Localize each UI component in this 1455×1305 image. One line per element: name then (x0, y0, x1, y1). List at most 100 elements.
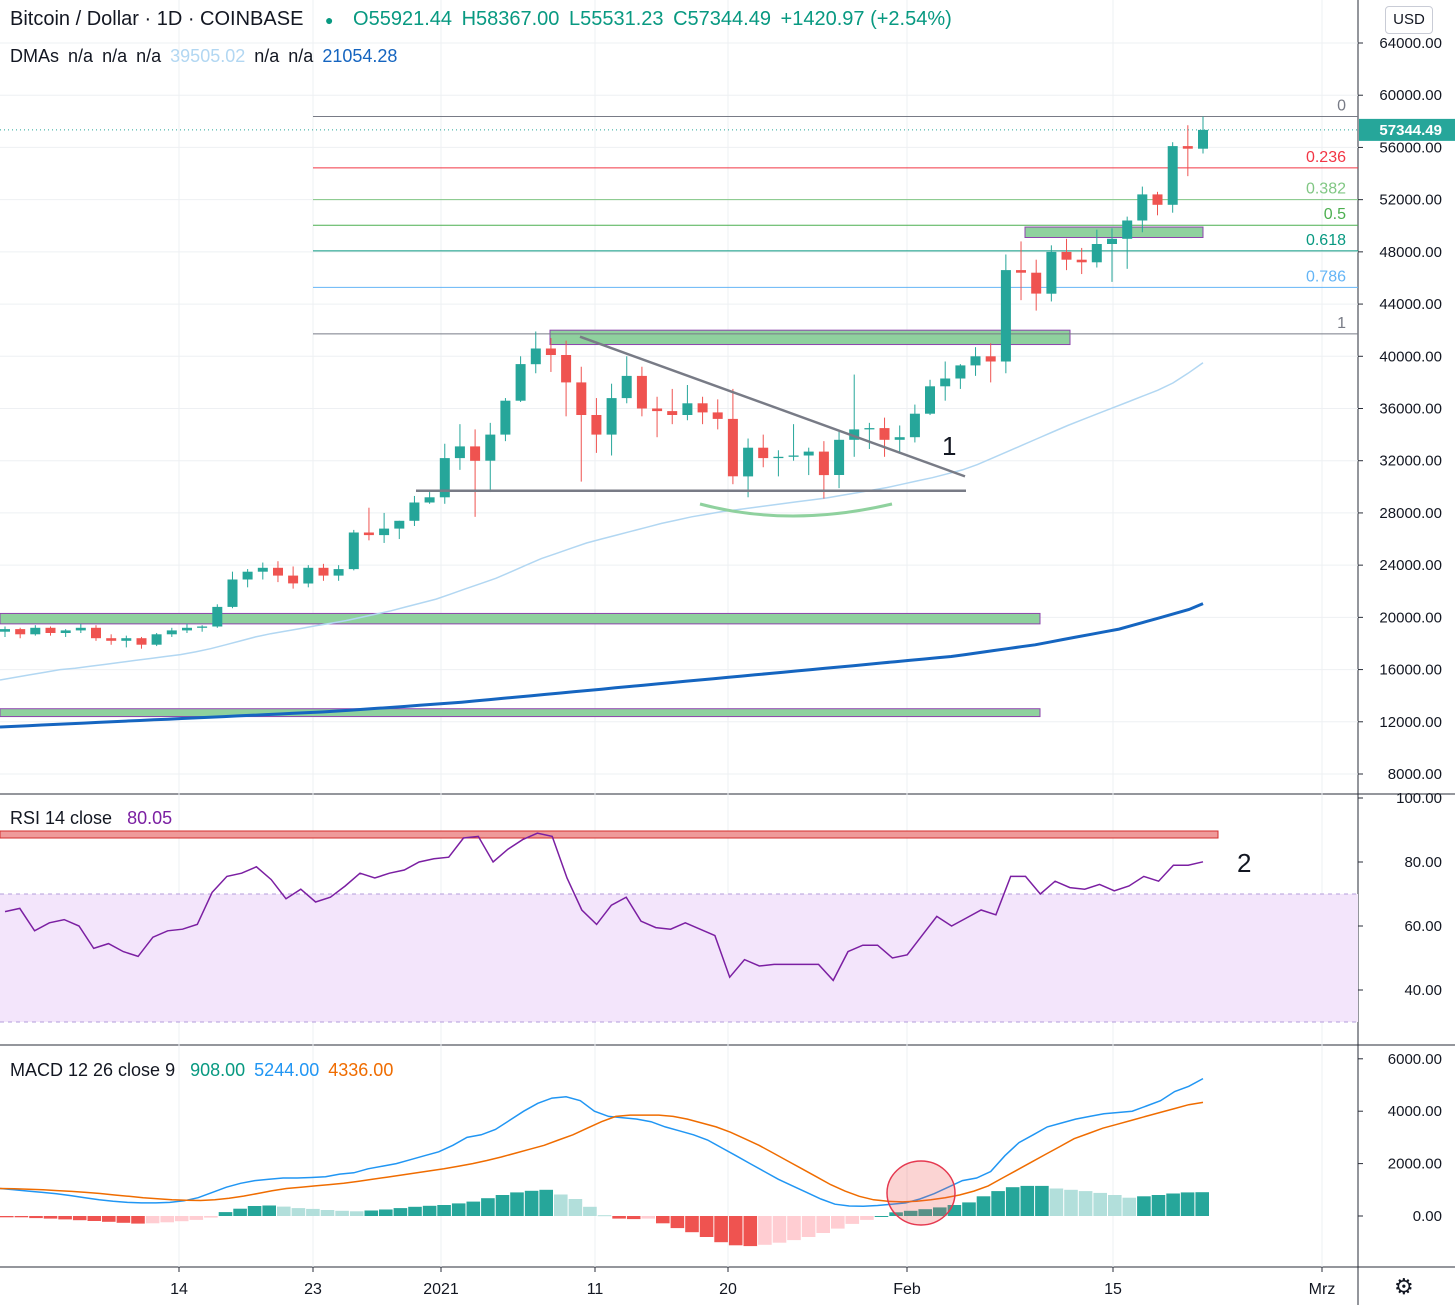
macd-histogram-bar (408, 1206, 422, 1216)
macd-histogram-bar (1137, 1196, 1151, 1216)
price-tick-label: 52000.00 (1379, 192, 1442, 209)
candle-body (439, 458, 450, 498)
macd-histogram-bar (1064, 1189, 1078, 1216)
candle-body (576, 382, 587, 415)
macd-histogram-bar (1122, 1197, 1137, 1216)
candle-body (91, 627, 101, 639)
last-price-tag (1359, 118, 1455, 141)
macd-histogram-bar (0, 1216, 14, 1218)
macd-histogram-bar (1166, 1193, 1180, 1216)
macd-histogram-bar (918, 1209, 932, 1216)
macd-histogram-bar (845, 1216, 860, 1224)
rounded-bottom-arc (699, 502, 893, 518)
candle-body (424, 497, 435, 503)
macd-histogram-bar (1108, 1195, 1122, 1216)
macd-histogram-bar (597, 1215, 612, 1217)
ohlc-close: C57344.49 (673, 8, 771, 30)
support-zone (549, 329, 1071, 346)
candle-body (318, 567, 329, 576)
candle-body (545, 348, 556, 355)
macd-signal-value: 4336.00 (328, 1060, 394, 1080)
macd-histogram-bar (393, 1208, 408, 1216)
macd-histogram-bar (991, 1191, 1005, 1216)
rsi-title: RSI 14 close (10, 808, 113, 828)
macd-histogram-bar (218, 1212, 233, 1216)
candle-body (758, 447, 769, 459)
trendline-drawings[interactable] (416, 335, 966, 518)
candle-body (1152, 194, 1163, 205)
candle-body (621, 375, 632, 399)
macd-histogram-bar (306, 1208, 320, 1216)
candle-body (667, 411, 678, 415)
symbol-title[interactable]: Bitcoin / Dollar · 1D · COINBASE (10, 8, 304, 30)
macd-title: MACD 12 26 close 9 (10, 1060, 176, 1080)
candle-body (682, 403, 693, 415)
time-axis[interactable]: 14 23 2021 11 20 Feb 15 Mrz (170, 1267, 1335, 1298)
macd-histogram-bar (277, 1206, 291, 1216)
price-tick-label: 36000.00 (1379, 401, 1442, 418)
candle-body (773, 456, 784, 459)
candle-body (45, 627, 56, 633)
macd-histogram-bar (495, 1195, 510, 1216)
macd-histogram-bar (772, 1216, 787, 1243)
macd-histogram-bar (976, 1196, 991, 1216)
macd-histogram-bar (422, 1205, 437, 1216)
indicator-backgrounds (0, 830, 1358, 1023)
macd-histogram-bar (364, 1210, 379, 1216)
price-tick-label: 28000.00 (1379, 505, 1442, 522)
crossover-highlight (886, 1160, 956, 1226)
macd-histogram-bar (29, 1216, 43, 1219)
candle-body (743, 447, 754, 477)
macd-histogram-bar (714, 1216, 728, 1243)
macd-histogram-bar (539, 1189, 553, 1216)
macd-histogram-bar (758, 1216, 772, 1245)
dma-50-line (0, 362, 1204, 681)
macd-histogram-bar (335, 1210, 349, 1216)
candle-body (803, 451, 814, 456)
rsi-legend[interactable]: RSI 14 close 80.05 (10, 808, 176, 829)
candle-body (1198, 129, 1208, 149)
currency-button[interactable]: USD (1385, 6, 1433, 34)
macd-tick-label: 6000.00 (1388, 1051, 1442, 1068)
annotations: 12 (942, 431, 1251, 878)
macd-histogram-bar (189, 1216, 204, 1220)
candle-body (727, 418, 738, 477)
candle-body (454, 446, 465, 459)
candle-body (363, 532, 374, 536)
candle-body (970, 356, 981, 366)
macd-histogram-bar (160, 1216, 174, 1223)
gear-icon[interactable]: ⚙ (1394, 1274, 1414, 1299)
macd-histogram-bar (510, 1192, 524, 1216)
candle-body (409, 502, 420, 521)
macd-legend[interactable]: MACD 12 26 close 9 908.00 5244.00 4336.0… (10, 1060, 397, 1081)
candle-body (1091, 244, 1102, 263)
time-tick-label: Feb (893, 1281, 921, 1298)
macd-histogram-bar (87, 1216, 102, 1221)
candle-body (333, 569, 344, 576)
rsi-tick-label: 40.00 (1404, 982, 1442, 999)
fib-retracement[interactable]: 0 0.236 0.382 0.5 0.618 0.786 1 (313, 98, 1358, 335)
macd-histogram-bar (43, 1216, 58, 1219)
dma-legend[interactable]: DMAs n/a n/a n/a 39505.02 n/a n/a 21054.… (10, 46, 401, 67)
candle-body (530, 348, 541, 365)
dma-value: 39505.02 (170, 46, 246, 66)
candle-body (1182, 146, 1193, 149)
rsi-tick-label: 80.00 (1404, 854, 1442, 871)
candle-body (182, 627, 192, 631)
ohlc-change: +1420.97 (+2.54%) (780, 8, 952, 30)
macd-histogram-bar (903, 1210, 918, 1216)
price-tick-label: 32000.00 (1379, 453, 1442, 470)
fib-level-label: 0 (1337, 98, 1346, 115)
candle-body (273, 567, 283, 576)
price-tick-label: 60000.00 (1379, 87, 1442, 104)
candle-body (1000, 270, 1011, 362)
macd-histogram-bar (145, 1216, 160, 1224)
candle-body (60, 630, 71, 633)
rsi-band (0, 894, 1358, 1022)
symbol-legend[interactable]: Bitcoin / Dollar · 1D · COINBASE ● O5592… (10, 8, 956, 31)
price-axes[interactable]: 8000.0012000.0016000.0020000.0024000.002… (0, 35, 1455, 1225)
macd-pane (0, 1077, 1209, 1247)
macd-histogram-bar (262, 1205, 276, 1216)
